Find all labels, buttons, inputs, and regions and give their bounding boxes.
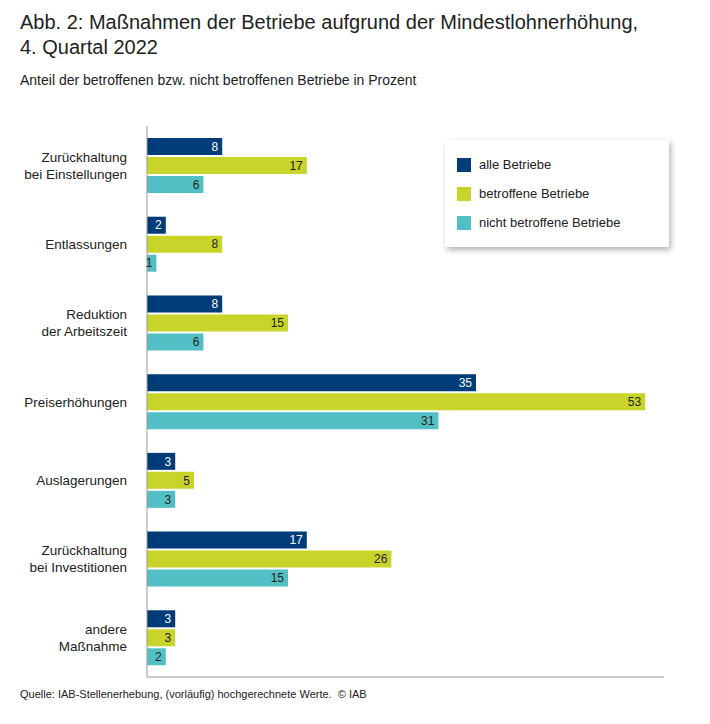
svg-text:26: 26	[374, 552, 388, 566]
svg-text:3: 3	[165, 612, 172, 626]
svg-text:3: 3	[165, 631, 172, 645]
svg-text:17: 17	[289, 533, 303, 547]
svg-text:2: 2	[155, 650, 162, 664]
svg-text:bei Investitionen: bei Investitionen	[29, 560, 127, 575]
svg-text:8: 8	[212, 140, 219, 154]
svg-text:Maßnahme: Maßnahme	[59, 639, 127, 654]
svg-text:17: 17	[289, 159, 303, 173]
html-text:Quelle: IAB-Stellenerhebung, (: Quelle: IAB-Stellenerhebung, (vorläufig)…	[20, 688, 367, 700]
html-text:nicht betroffene Betriebe: nicht betroffene Betriebe	[479, 215, 621, 230]
svg-text:Entlassungen: Entlassungen	[45, 237, 127, 252]
svg-text:35: 35	[459, 376, 473, 390]
svg-text:8: 8	[212, 237, 219, 251]
svg-text:Zurückhaltung: Zurückhaltung	[41, 543, 127, 558]
svg-text:8: 8	[212, 297, 219, 311]
svg-text:15: 15	[271, 316, 285, 330]
svg-text:53: 53	[628, 395, 642, 409]
svg-text:15: 15	[271, 571, 285, 585]
svg-text:6: 6	[193, 178, 200, 192]
svg-text:2: 2	[155, 218, 162, 232]
html-text:Anteil der betroffenen bzw. ni: Anteil der betroffenen bzw. nicht betrof…	[20, 72, 417, 88]
svg-text:Preiserhöhungen: Preiserhöhungen	[24, 395, 127, 410]
svg-text:31: 31	[421, 414, 435, 428]
svg-text:3: 3	[165, 493, 172, 507]
svg-text:Zurückhaltung: Zurückhaltung	[41, 150, 127, 165]
svg-text:andere: andere	[85, 622, 127, 637]
html-text:betroffene Betriebe: betroffene Betriebe	[479, 186, 590, 201]
svg-text:Reduktion: Reduktion	[66, 307, 127, 322]
svg-text:6: 6	[193, 335, 200, 349]
svg-text:der Arbeitszeit: der Arbeitszeit	[41, 324, 127, 339]
svg-text:1: 1	[146, 256, 153, 270]
svg-text:Auslagerungen: Auslagerungen	[36, 473, 127, 488]
html-text:Abb. 2: Maßnahmen der Betriebe: Abb. 2: Maßnahmen der Betriebe aufgrund …	[20, 11, 639, 58]
svg-text:3: 3	[165, 455, 172, 469]
svg-text:bei Einstellungen: bei Einstellungen	[24, 167, 127, 182]
html-text:alle Betriebe: alle Betriebe	[479, 157, 552, 172]
svg-text:5: 5	[183, 474, 190, 488]
